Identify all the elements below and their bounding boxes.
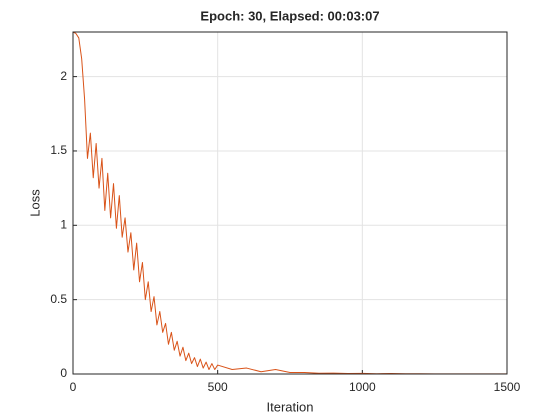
y-axis-label: Loss <box>27 189 42 217</box>
y-tick-label: 1.5 <box>50 143 67 157</box>
x-tick-label: 1000 <box>349 380 376 394</box>
x-tick-label: 500 <box>208 380 228 394</box>
y-tick-label: 0 <box>60 366 67 380</box>
loss-line <box>72 31 507 375</box>
chart-title: Epoch: 30, Elapsed: 00:03:07 <box>200 8 379 23</box>
y-tick-label: 1 <box>60 217 67 231</box>
x-axis-label: Iteration <box>267 399 314 414</box>
axes-box <box>72 31 508 375</box>
y-tick-label: 2 <box>60 69 67 83</box>
y-tick-label: 0.5 <box>50 292 67 306</box>
x-tick-label: 1500 <box>494 380 521 394</box>
x-tick-label: 0 <box>70 380 77 394</box>
